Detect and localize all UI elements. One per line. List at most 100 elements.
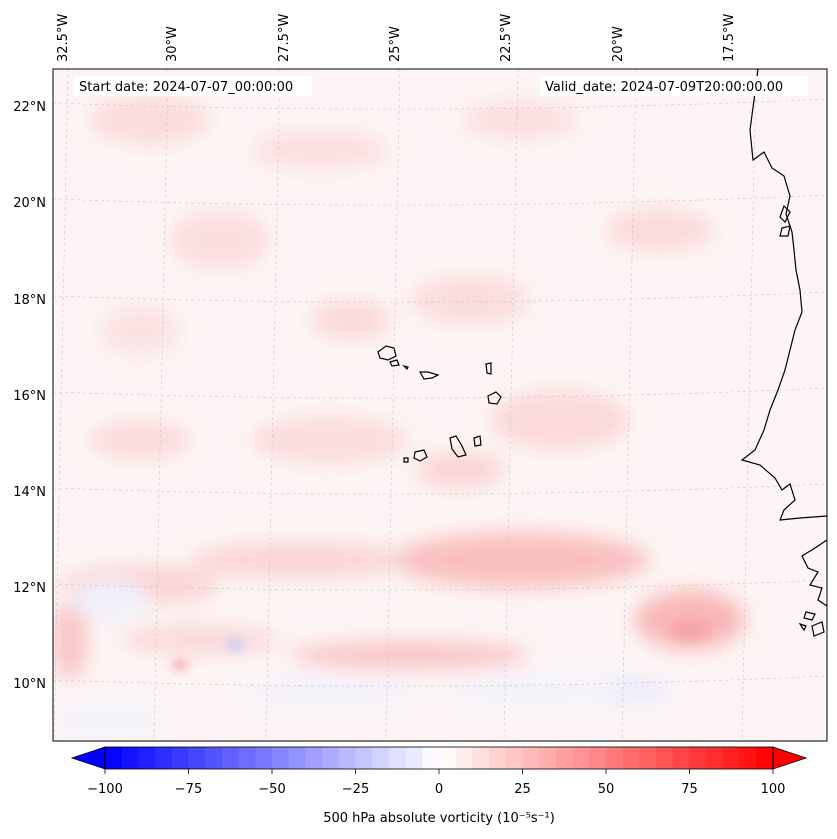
valid-date-box: [540, 76, 808, 96]
colorbar-cell: [105, 747, 123, 769]
colorbar-cell: [455, 747, 473, 769]
colorbar-tick-label: 50: [598, 782, 615, 797]
parallel-gridline: [52, 387, 828, 399]
valid-date-label: Valid_date: 2024-07-09T20:00:00.00: [545, 80, 783, 95]
cape-verde-sal: [485, 362, 492, 375]
colorbar-cell: [472, 747, 490, 769]
meridian-gridline: [53, 68, 69, 742]
colorbar-cell: [589, 747, 607, 769]
colorbar-cell: [439, 747, 457, 769]
colorbar-cell: [355, 747, 373, 769]
colorbar-tick-label: 100: [761, 782, 786, 797]
colorbar-cell: [121, 747, 139, 769]
colorbar-tick-label: −50: [258, 782, 285, 797]
colorbar-cell: [572, 747, 590, 769]
vorticity-patch: [490, 390, 630, 450]
colorbar-cell: [405, 747, 423, 769]
colorbar-cell: [171, 747, 189, 769]
colorbar-cell: [672, 747, 690, 769]
colorbar-cell: [489, 747, 507, 769]
colorbar-max-extend-arrow: [772, 746, 808, 770]
colorbar-cell: [221, 747, 240, 769]
vorticity-patch: [460, 102, 580, 138]
coastlines: [377, 68, 828, 637]
cape-verde-brava: [403, 457, 409, 463]
vorticity-maximum: [670, 620, 710, 640]
vorticity-band: [190, 542, 410, 578]
vorticity-patch: [415, 452, 505, 488]
vorticity-patch: [250, 130, 390, 170]
lat-label: 22°N: [13, 100, 46, 115]
colorbar-cell: [739, 747, 757, 769]
vorticity-band: [290, 641, 530, 669]
lon-label: 27.5°W: [277, 14, 292, 62]
parallel-gridline: [52, 291, 828, 303]
colorbar-cell: [539, 747, 557, 769]
lon-label: 25°W: [388, 26, 403, 62]
lat-label: 10°N: [13, 677, 46, 692]
vorticity-patch-negative: [240, 680, 420, 700]
parallel-gridline: [52, 98, 828, 110]
vorticity-patch-negative: [440, 678, 620, 702]
cape-verde-boa-vista: [487, 391, 502, 405]
colorbar-cell: [305, 747, 323, 769]
colorbar: −100 −75 −50 −25 0 25 50 75 100 500 hPa …: [70, 746, 808, 826]
vorticity-band: [53, 600, 88, 680]
colorbar-cells: [105, 747, 774, 769]
colorbar-cell: [272, 747, 290, 769]
cape-verde-santiago: [449, 435, 467, 458]
lat-label: 12°N: [13, 581, 46, 596]
vorticity-patch: [170, 210, 270, 270]
gridlines: [52, 68, 828, 742]
colorbar-cell: [422, 747, 440, 769]
vorticity-field: [53, 95, 745, 732]
colorbar-cell: [188, 747, 206, 769]
longitude-labels: 32.5°W 30°W 27.5°W 25°W 22.5°W 20°W 17.5…: [56, 14, 737, 62]
colorbar-cell: [656, 747, 674, 769]
colorbar-cell: [138, 747, 156, 769]
africa-coastline: [740, 68, 828, 521]
senegal-cape-verde-peninsula: [779, 204, 791, 237]
vorticity-patch: [310, 300, 390, 340]
cape-verde-fogo: [413, 449, 428, 462]
cape-verde-santa-luzia: [402, 364, 409, 371]
colorbar-tick-label: 75: [681, 782, 698, 797]
colorbar-cell: [706, 747, 724, 769]
colorbar-cell: [639, 747, 657, 769]
vorticity-minimum: [225, 639, 245, 651]
vorticity-band: [390, 532, 650, 588]
lon-label: 32.5°W: [56, 14, 71, 62]
colorbar-cell: [205, 747, 223, 769]
vorticity-band: [120, 625, 280, 655]
colorbar-cell: [255, 747, 273, 769]
colorbar-cell: [388, 747, 407, 769]
lon-label: 22.5°W: [499, 14, 514, 62]
colorbar-tick-label: 25: [514, 782, 531, 797]
parallel-gridline: [52, 194, 828, 206]
colorbar-cell: [155, 747, 173, 769]
vorticity-patch-negative: [53, 708, 170, 732]
vorticity-patch: [90, 95, 210, 145]
vorticity-patch: [605, 208, 715, 252]
meridian-gridline: [265, 68, 281, 742]
colorbar-cell: [555, 747, 574, 769]
colorbar-cell: [322, 747, 340, 769]
colorbar-cell: [756, 747, 774, 769]
vorticity-patch-negative: [590, 678, 670, 702]
meridian-gridline: [503, 68, 519, 742]
cape-verde-sao-vicente: [389, 359, 400, 367]
colorbar-cell: [372, 747, 390, 769]
lat-label: 16°N: [13, 389, 46, 404]
colorbar-cell: [238, 747, 256, 769]
vorticity-patch-negative: [70, 580, 150, 620]
meridian-gridline: [621, 68, 637, 742]
colorbar-cell: [622, 747, 640, 769]
colorbar-tick-label: −100: [87, 782, 123, 797]
start-date-box: [74, 76, 312, 96]
start-date-label: Start date: 2024-07-07_00:00:00: [79, 80, 293, 95]
vorticity-maximum: [172, 659, 188, 671]
colorbar-cell: [288, 747, 306, 769]
meridian-gridline: [385, 68, 401, 742]
lat-label: 14°N: [13, 485, 46, 500]
